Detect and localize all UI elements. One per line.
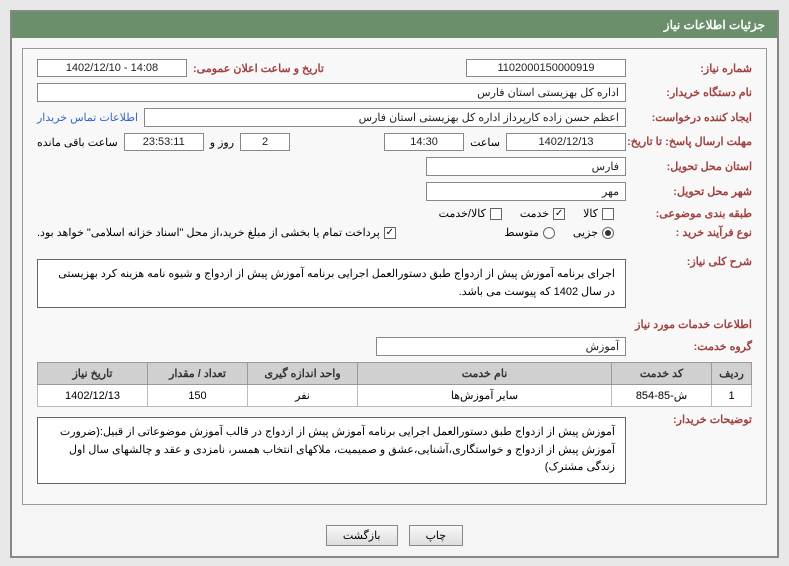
category-label: طبقه بندی موضوعی:: [632, 207, 752, 220]
proc-medium-radio: متوسط: [504, 226, 555, 239]
requester-label: ایجاد کننده درخواست:: [632, 111, 752, 124]
province-field: فارس: [426, 157, 626, 176]
th-code: کد خدمت: [612, 363, 712, 385]
td-name: سایر آموزش‌ها: [358, 385, 612, 407]
main-frame: جزئیات اطلاعات نیاز شماره نیاز: 11020001…: [10, 10, 779, 558]
countdown-field: 23:53:11: [124, 133, 204, 151]
need-number-field: 1102000150000919: [466, 59, 626, 77]
th-qty: تعداد / مقدار: [148, 363, 248, 385]
title-bar: جزئیات اطلاعات نیاز: [12, 12, 777, 38]
deadline-label: مهلت ارسال پاسخ: تا تاریخ:: [632, 135, 752, 149]
th-date: تاریخ نیاز: [38, 363, 148, 385]
days-field: 2: [240, 133, 290, 151]
province-label: استان محل تحویل:: [632, 160, 752, 173]
services-table: ردیف کد خدمت نام خدمت واحد اندازه گیری ت…: [37, 362, 752, 407]
th-name: نام خدمت: [358, 363, 612, 385]
announce-field: 1402/12/10 - 14:08: [37, 59, 187, 77]
city-label: شهر محل تحویل:: [632, 185, 752, 198]
td-code: ش-85-854: [612, 385, 712, 407]
buyer-org-label: نام دستگاه خریدار:: [632, 86, 752, 99]
cat-service-checkbox: خدمت: [520, 207, 565, 220]
process-label: نوع فرآیند خرید :: [632, 226, 752, 239]
print-button[interactable]: چاپ: [409, 525, 464, 546]
services-section-label: اطلاعات خدمات مورد نیاز: [37, 318, 752, 331]
td-qty: 150: [148, 385, 248, 407]
need-desc-label: شرح کلی نیاز:: [632, 255, 752, 268]
buyer-org-field: اداره کل بهزیستی استان فارس: [37, 83, 626, 102]
proc-minor-radio: جزیی: [573, 226, 614, 239]
buyer-notes-label: توضیحات خریدار:: [632, 413, 752, 426]
button-bar: چاپ بازگشت: [12, 515, 777, 556]
cat-goods-checkbox: کالا: [583, 207, 614, 220]
td-date: 1402/12/13: [38, 385, 148, 407]
buyer-notes-box: آموزش پیش از ازدواج طبق دستورالعمل اجرای…: [37, 417, 626, 484]
content-box: شماره نیاز: 1102000150000919 تاریخ و ساع…: [22, 48, 767, 505]
td-idx: 1: [712, 385, 752, 407]
cat-both-checkbox: کالا/خدمت: [439, 207, 502, 220]
requester-field: اعظم حسن زاده کارپرداز اداره کل بهزیستی …: [144, 108, 626, 127]
th-row: ردیف: [712, 363, 752, 385]
city-field: مهر: [426, 182, 626, 201]
td-unit: نفر: [248, 385, 358, 407]
table-row: 1 ش-85-854 سایر آموزش‌ها نفر 150 1402/12…: [38, 385, 752, 407]
back-button[interactable]: بازگشت: [326, 525, 398, 546]
deadline-date-field: 1402/12/13: [506, 133, 626, 151]
contact-link[interactable]: اطلاعات تماس خریدار: [37, 111, 138, 124]
payment-note-checkbox: پرداخت تمام یا بخشی از مبلغ خرید،از محل …: [37, 226, 396, 239]
need-number-label: شماره نیاز:: [632, 62, 752, 75]
need-desc-box: اجرای برنامه آموزش پیش از ازدواج طبق دست…: [37, 259, 626, 308]
th-unit: واحد اندازه گیری: [248, 363, 358, 385]
time-label: ساعت: [470, 136, 500, 149]
announce-label: تاریخ و ساعت اعلان عمومی:: [193, 62, 324, 75]
group-field: آموزش: [376, 337, 626, 356]
remaining-text: ساعت باقی مانده: [37, 136, 118, 149]
group-label: گروه خدمت:: [632, 340, 752, 353]
deadline-time-field: 14:30: [384, 133, 464, 151]
days-text: روز و: [210, 136, 234, 149]
